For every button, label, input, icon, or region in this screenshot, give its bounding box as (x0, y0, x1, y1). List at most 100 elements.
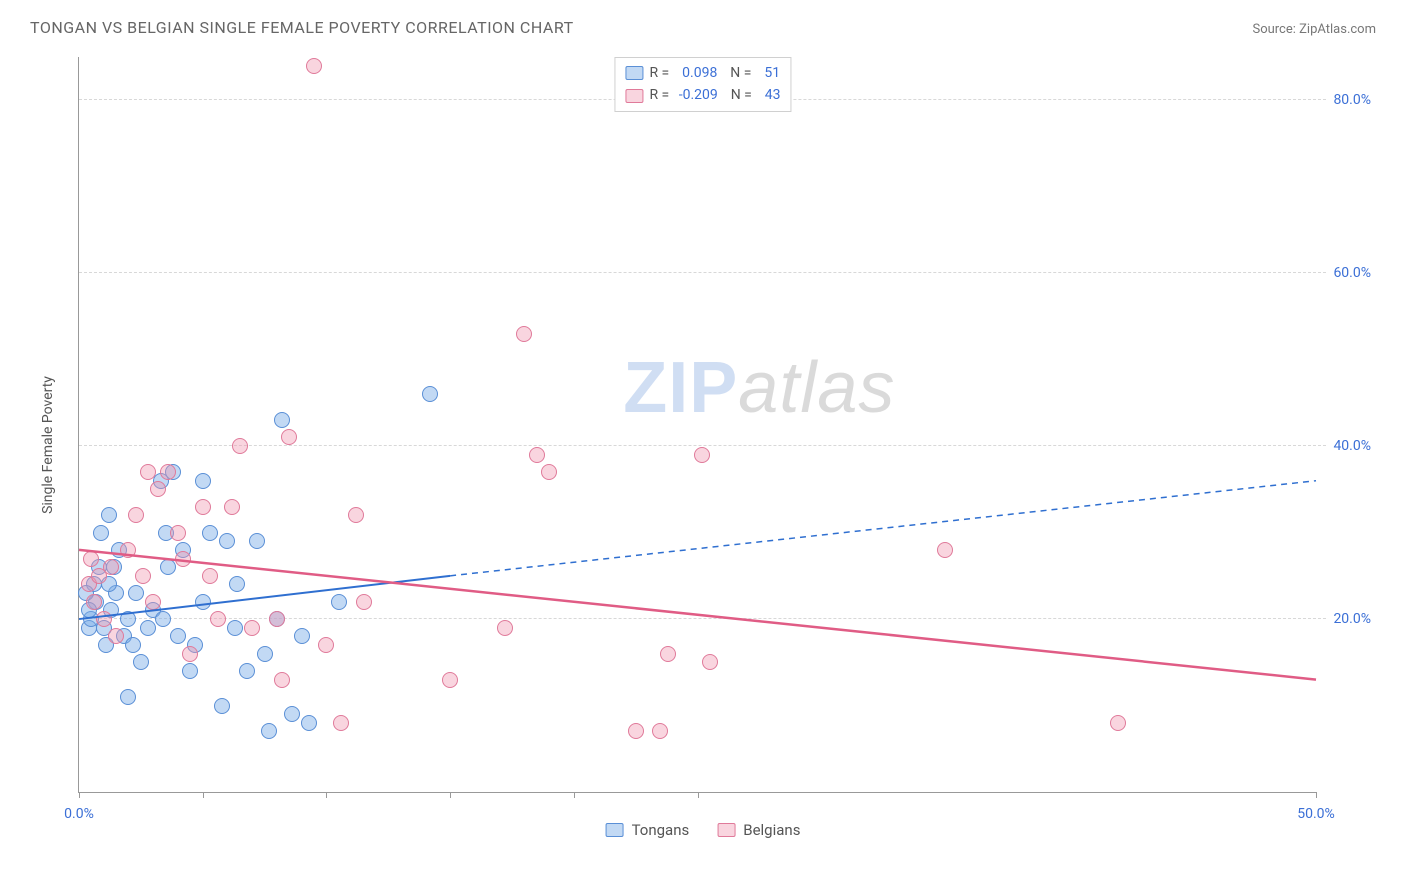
data-point (195, 594, 211, 610)
data-point (125, 637, 141, 653)
gridline (79, 618, 1326, 619)
data-point (214, 698, 230, 714)
watermark: ZIPatlas (623, 347, 895, 429)
data-point (170, 628, 186, 644)
data-point (239, 663, 255, 679)
legend-n-value: 51 (764, 62, 780, 84)
data-point (202, 525, 218, 541)
data-point (356, 594, 372, 610)
legend-n-label: N = (724, 84, 759, 106)
legend-r-label: R = (649, 84, 672, 106)
data-point (348, 507, 364, 523)
legend-r-value: -0.209 (679, 84, 718, 106)
data-point (93, 525, 109, 541)
legend-label: Belgians (743, 821, 800, 839)
x-tick (203, 792, 204, 798)
data-point (702, 654, 718, 670)
y-tick-label: 20.0% (1321, 611, 1371, 627)
chart-wrap: Single Female Poverty R = 0.098 N = 51 R… (30, 45, 1376, 845)
data-point (219, 533, 235, 549)
x-tick-label: 0.0% (64, 806, 94, 822)
x-tick (79, 792, 80, 798)
data-point (182, 646, 198, 662)
data-point (232, 438, 248, 454)
data-point (195, 473, 211, 489)
legend-item-belgians: Belgians (717, 821, 800, 839)
data-point (160, 464, 176, 480)
data-point (694, 447, 710, 463)
data-point (195, 499, 211, 515)
x-tick (698, 792, 699, 798)
legend-correlation: R = 0.098 N = 51 R = -0.209 N = 43 (614, 57, 791, 112)
watermark-atlas: atlas (738, 348, 895, 428)
data-point (497, 620, 513, 636)
x-tick-label: 50.0% (1297, 806, 1335, 822)
data-point (101, 507, 117, 523)
data-point (529, 447, 545, 463)
data-point (249, 533, 265, 549)
y-tick-label: 60.0% (1321, 265, 1371, 281)
data-point (175, 551, 191, 567)
data-point (244, 620, 260, 636)
chart-title: TONGAN VS BELGIAN SINGLE FEMALE POVERTY … (30, 18, 574, 37)
data-point (145, 594, 161, 610)
swatch-tongans-icon (625, 66, 643, 80)
data-point (135, 568, 151, 584)
data-point (86, 594, 102, 610)
legend-row-tongans: R = 0.098 N = 51 (625, 62, 780, 84)
data-point (318, 637, 334, 653)
data-point (202, 568, 218, 584)
data-point (120, 542, 136, 558)
swatch-tongans-icon (606, 823, 624, 837)
x-tick (574, 792, 575, 798)
data-point (306, 58, 322, 74)
data-point (128, 585, 144, 601)
gridline (79, 272, 1326, 273)
legend-series: Tongans Belgians (606, 821, 801, 839)
data-point (652, 723, 668, 739)
source-label: Source: ZipAtlas.com (1252, 22, 1376, 37)
x-tick (326, 792, 327, 798)
data-point (224, 499, 240, 515)
data-point (128, 507, 144, 523)
trend-lines (79, 57, 1316, 792)
data-point (937, 542, 953, 558)
data-point (516, 326, 532, 342)
data-point (422, 386, 438, 402)
header-row: TONGAN VS BELGIAN SINGLE FEMALE POVERTY … (30, 18, 1376, 37)
swatch-belgians-icon (717, 823, 735, 837)
data-point (155, 611, 171, 627)
data-point (182, 663, 198, 679)
data-point (103, 559, 119, 575)
data-point (331, 594, 347, 610)
data-point (133, 654, 149, 670)
data-point (170, 525, 186, 541)
data-point (257, 646, 273, 662)
data-point (229, 576, 245, 592)
data-point (541, 464, 557, 480)
legend-r-value: 0.098 (682, 62, 717, 84)
legend-row-belgians: R = -0.209 N = 43 (625, 84, 780, 106)
data-point (628, 723, 644, 739)
data-point (274, 672, 290, 688)
legend-item-tongans: Tongans (606, 821, 690, 839)
data-point (333, 715, 349, 731)
data-point (83, 551, 99, 567)
x-tick (1316, 792, 1317, 798)
data-point (140, 620, 156, 636)
data-point (227, 620, 243, 636)
data-point (294, 628, 310, 644)
data-point (140, 464, 156, 480)
y-tick-label: 40.0% (1321, 438, 1371, 454)
plot-area: ZIPatlas 20.0%40.0%60.0%80.0%0.0%50.0% (78, 57, 1316, 793)
x-tick (450, 792, 451, 798)
watermark-zip: ZIP (623, 348, 738, 428)
y-tick-label: 80.0% (1321, 92, 1371, 108)
data-point (108, 628, 124, 644)
data-point (1110, 715, 1126, 731)
data-point (210, 611, 226, 627)
chart-container: TONGAN VS BELGIAN SINGLE FEMALE POVERTY … (0, 0, 1406, 892)
y-axis-label: Single Female Poverty (40, 376, 56, 514)
data-point (269, 611, 285, 627)
data-point (150, 481, 166, 497)
